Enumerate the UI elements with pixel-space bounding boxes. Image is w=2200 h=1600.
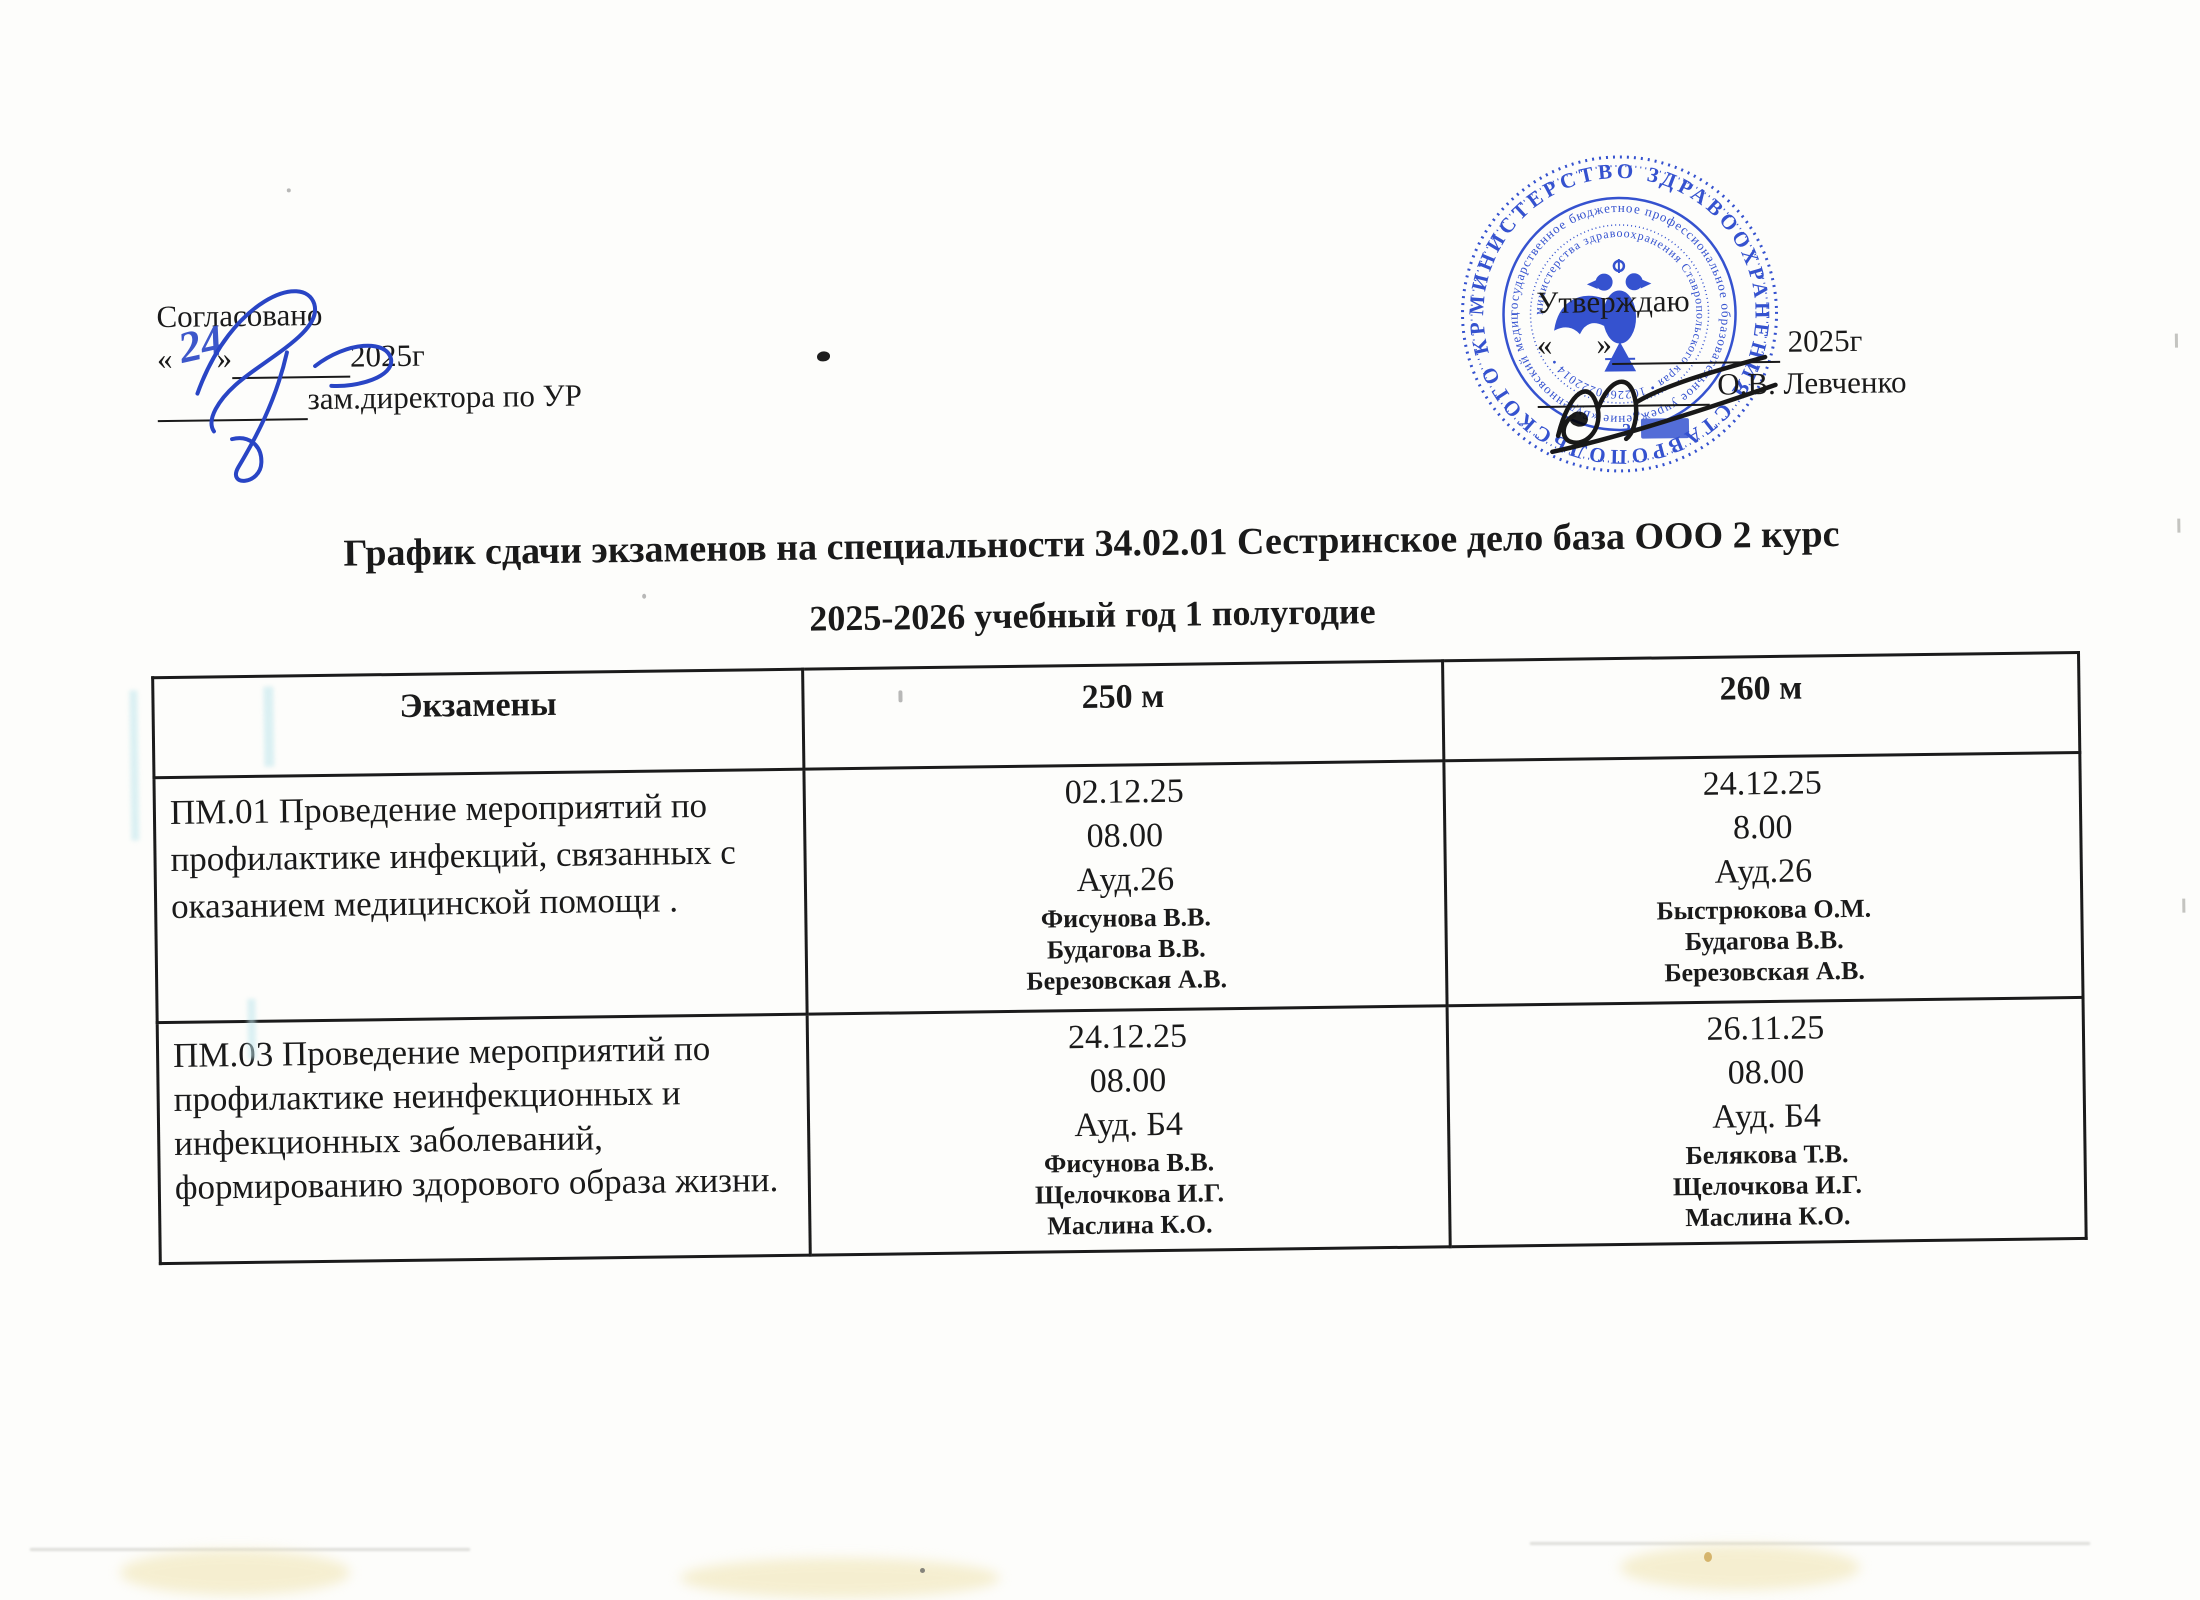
table-row: ПМ.03 Проведение мероприятий по профилак… [157,997,2087,1264]
highlighter-smudge [247,998,257,1059]
scan-speck [898,690,903,703]
table-row: ПМ.01 Проведение мероприятий по профилак… [153,752,2084,1023]
scan-speck [286,188,291,193]
scan-smear [30,1548,470,1551]
paper-stain [1620,1545,1860,1590]
highlighter-smudge [129,690,140,841]
column-header-group-250m: 250 м [802,660,1444,770]
paper-stain [120,1550,350,1595]
stamp-middle-circle [1502,196,1737,432]
document-title: График сдачи экзаменов на специальности … [343,513,1840,575]
exam-slot: 02.12.25 08.00 Ауд.26 Фисунова В.В. Буда… [803,760,1448,1015]
paper-stain [680,1558,1000,1598]
column-header-group-260m: 260 м [1442,652,2080,761]
exam-name: ПМ.01 Проведение мероприятий по профилак… [153,769,808,1023]
document-subtitle: 2025-2026 учебный год 1 полугодие [809,591,1376,639]
exam-slot: 26.11.25 08.00 Ауд. Б4 Белякова Т.В. Щел… [1447,997,2087,1247]
scan-edge-mark [2177,518,2181,533]
official-round-stamp: МИНИСТЕРСТВО ЗДРАВООХРАНЕНИЯ СТАВРОПОЛЬС… [1452,147,1779,473]
stamp-inner-dotted-ring [1529,224,1710,404]
scan-speck [920,1568,925,1573]
ink-dot-artifact [816,351,831,362]
scan-edge-mark [2174,333,2179,348]
highlighter-smudge [263,686,275,767]
scan-speck [1704,1552,1712,1562]
double-headed-eagle-icon [1554,258,1652,372]
handwritten-signature-black [1550,354,1778,455]
column-header-exams: Экзамены [152,669,804,778]
exam-slot: 24.12.25 8.00 Ауд.26 Быстрюкова О.М. Буд… [1443,752,2084,1006]
stamp-outer-dotted-ring [1470,164,1769,463]
scan-speck [642,593,647,599]
stamp-bottom-mark: 2 [1622,420,1631,440]
exam-schedule-table: Экзамены 250 м 260 м ПМ.01 Проведение ме… [151,651,2088,1265]
scan-edge-mark [2182,898,2186,913]
approval-right-title: Утверждаю [1536,283,1690,321]
exam-slot: 24.12.25 08.00 Ауд. Б4 Фисунова В.В. Щел… [807,1005,1451,1256]
stamp-outer-microtext-ring [1461,155,1779,473]
handwritten-signature-blue [195,289,394,483]
scan-smear [1530,1542,2090,1545]
